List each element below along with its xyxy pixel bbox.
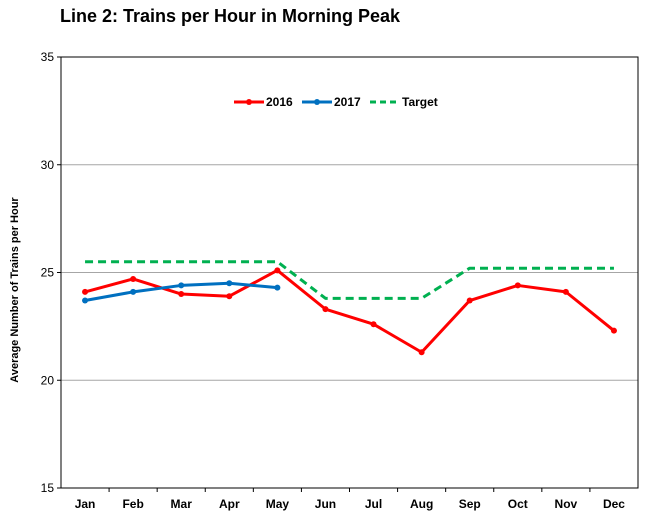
data-point-2016 xyxy=(82,288,89,295)
x-tick-label: Oct xyxy=(508,497,528,511)
data-point-2016 xyxy=(130,275,137,282)
y-tick-label: 25 xyxy=(41,266,55,280)
legend-marker xyxy=(246,99,252,105)
y-axis-label: Average Number of Trains per Hour xyxy=(9,197,21,383)
data-point-2016 xyxy=(466,297,473,304)
x-tick-label: Dec xyxy=(603,497,625,511)
data-point-2017 xyxy=(226,280,233,287)
y-tick-label: 15 xyxy=(41,481,55,495)
x-tick-label: Feb xyxy=(122,497,143,511)
legend-label-2017: 2017 xyxy=(334,95,361,109)
chart-title: Line 2: Trains per Hour in Morning Peak xyxy=(60,6,401,26)
y-tick-label: 20 xyxy=(41,373,55,387)
data-point-2016 xyxy=(322,306,329,313)
data-point-2016 xyxy=(226,293,233,300)
data-point-2016 xyxy=(610,327,617,334)
legend-label-target: Target xyxy=(402,95,438,109)
data-point-2017 xyxy=(274,284,281,291)
x-tick-label: Nov xyxy=(555,497,578,511)
x-tick-label: Jul xyxy=(365,497,382,511)
series-group xyxy=(82,260,617,356)
y-axis-ticks: 15 20 25 30 35 xyxy=(41,50,61,495)
data-point-2016 xyxy=(274,267,281,274)
gridlines xyxy=(61,164,638,381)
y-tick-label: 35 xyxy=(41,50,55,64)
data-point-2016 xyxy=(562,288,569,295)
legend-marker xyxy=(314,99,320,105)
series-line-target xyxy=(85,260,614,300)
data-point-2017 xyxy=(178,282,185,289)
data-point-2016 xyxy=(418,349,425,356)
x-tick-label: Jan xyxy=(75,497,96,511)
x-axis-ticks: Jan Feb Mar Apr May Jun Jul Aug Sep Oct Nov Dec xyxy=(75,488,625,511)
x-tick-label: Aug xyxy=(410,497,433,511)
data-point-2017 xyxy=(82,297,89,304)
x-tick-label: Jun xyxy=(315,497,336,511)
data-point-2017 xyxy=(130,288,137,295)
y-tick-label: 30 xyxy=(41,158,55,172)
series-line-2016 xyxy=(84,268,615,354)
x-tick-label: Sep xyxy=(459,497,481,511)
data-point-2016 xyxy=(178,291,185,298)
legend-label-2016: 2016 xyxy=(266,95,293,109)
data-point-2016 xyxy=(514,282,521,289)
x-tick-label: May xyxy=(266,497,290,511)
x-tick-label: Apr xyxy=(219,497,240,511)
legend: 2016 2017 Target xyxy=(234,95,438,109)
x-tick-label: Mar xyxy=(171,497,193,511)
data-point-2016 xyxy=(370,321,377,328)
